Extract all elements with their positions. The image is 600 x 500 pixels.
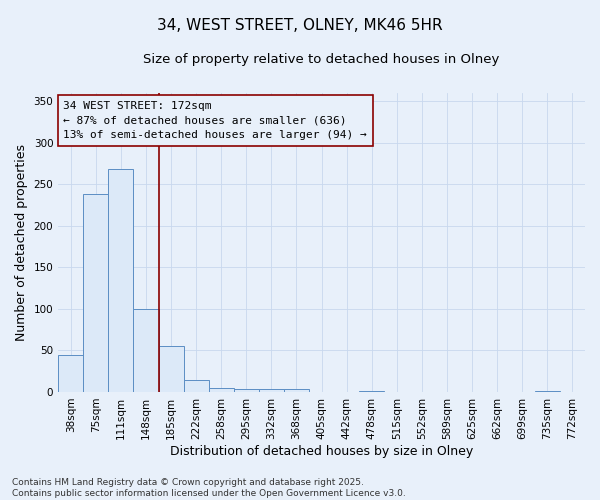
Bar (209, 388, 234, 392)
Bar (133, 309, 158, 392)
Title: Size of property relative to detached houses in Olney: Size of property relative to detached ho… (143, 52, 500, 66)
Bar (158, 346, 184, 392)
Text: 34 WEST STREET: 172sqm
← 87% of detached houses are smaller (636)
13% of semi-de: 34 WEST STREET: 172sqm ← 87% of detached… (64, 100, 367, 140)
Y-axis label: Number of detached properties: Number of detached properties (15, 144, 28, 341)
Text: 34, WEST STREET, OLNEY, MK46 5HR: 34, WEST STREET, OLNEY, MK46 5HR (157, 18, 443, 32)
X-axis label: Distribution of detached houses by size in Olney: Distribution of detached houses by size … (170, 444, 473, 458)
Bar (535, 391, 560, 392)
Bar (109, 170, 133, 392)
Bar (83, 194, 109, 392)
Bar (184, 380, 209, 392)
Bar (234, 390, 259, 392)
Text: Contains HM Land Registry data © Crown copyright and database right 2025.
Contai: Contains HM Land Registry data © Crown c… (12, 478, 406, 498)
Bar (284, 390, 309, 392)
Bar (58, 354, 83, 392)
Bar (359, 391, 385, 392)
Bar (259, 390, 284, 392)
